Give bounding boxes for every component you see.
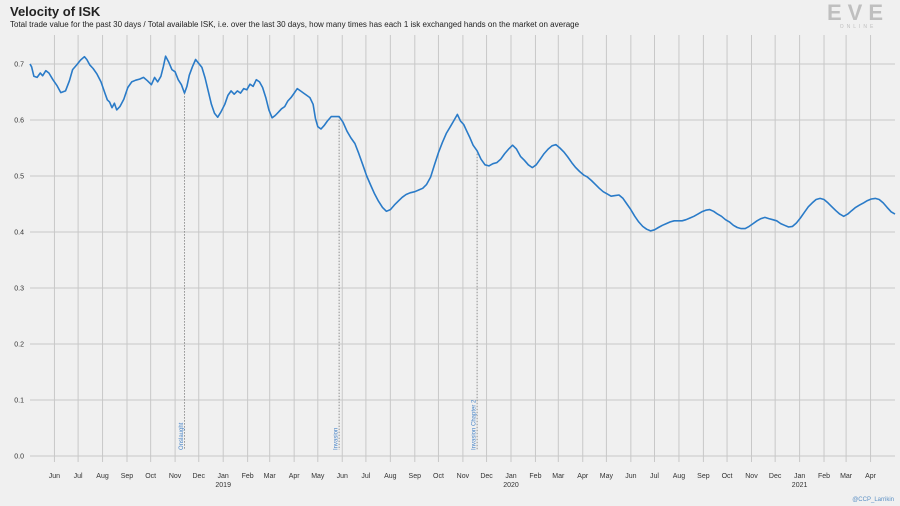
x-tick-label: Jul bbox=[650, 473, 659, 480]
x-tick-year-label: 2021 bbox=[792, 482, 808, 489]
x-tick-label: Sep bbox=[697, 473, 710, 480]
x-tick-label: Jul bbox=[361, 473, 370, 480]
x-tick-label: Jan bbox=[505, 473, 516, 480]
x-tick-label: Apr bbox=[865, 473, 877, 480]
x-tick-label: Jul bbox=[74, 473, 83, 480]
x-tick-label: Nov bbox=[169, 473, 182, 480]
x-tick-label: Feb bbox=[242, 473, 254, 480]
x-tick-label: Dec bbox=[193, 473, 206, 480]
author-credit: @CCP_Larrikin bbox=[852, 497, 894, 503]
y-tick-label: 0.6 bbox=[14, 118, 24, 125]
logo-main-text: EVE bbox=[826, 0, 890, 25]
y-tick-label: 0.0 bbox=[14, 454, 24, 461]
x-tick-label: Oct bbox=[433, 473, 444, 480]
x-tick-label: Jun bbox=[337, 473, 348, 480]
y-axis: 0.0 0.1 0.2 0.3 0.4 0.5 0.6 0.7 bbox=[14, 62, 24, 461]
x-tick-year-label: 2019 bbox=[215, 482, 231, 489]
y-tick-label: 0.2 bbox=[14, 342, 24, 349]
x-tick-label: Dec bbox=[769, 473, 782, 480]
y-tick-label: 0.1 bbox=[14, 398, 24, 405]
y-tick-label: 0.4 bbox=[14, 230, 24, 237]
x-tick-label: Jun bbox=[625, 473, 636, 480]
x-tick-label: Mar bbox=[552, 473, 565, 480]
x-axis: Jun Jul Aug Sep Oct Nov Dec Jan 2019 Feb Mar Apr May… bbox=[49, 473, 877, 489]
x-tick-label: Aug bbox=[673, 473, 686, 480]
series-line-velocity bbox=[29, 55, 896, 232]
annotations: Onslaught Invasion Invasion Chapter 2 bbox=[179, 93, 478, 450]
x-tick-label: Nov bbox=[745, 473, 758, 480]
x-tick-label: Oct bbox=[145, 473, 156, 480]
y-tick-label: 0.5 bbox=[14, 174, 24, 181]
annotation-label: Onslaught bbox=[179, 422, 185, 450]
x-tick-label: Dec bbox=[480, 473, 493, 480]
x-tick-label: Apr bbox=[289, 473, 301, 480]
y-tick-label: 0.7 bbox=[14, 62, 24, 69]
x-tick-label: Jun bbox=[49, 473, 60, 480]
annotation-label: Invasion Chapter 2 bbox=[472, 399, 478, 450]
annotation-label: Invasion bbox=[334, 428, 340, 450]
x-tick-label: Aug bbox=[384, 473, 397, 480]
x-tick-label: Feb bbox=[818, 473, 830, 480]
x-tick-label: Feb bbox=[529, 473, 541, 480]
x-tick-label: Mar bbox=[264, 473, 277, 480]
x-tick-label: Mar bbox=[840, 473, 853, 480]
x-tick-label: Sep bbox=[409, 473, 422, 480]
x-tick-label: Jan bbox=[218, 473, 229, 480]
eve-online-logo: EVE ONLINE bbox=[826, 0, 890, 31]
y-tick-label: 0.3 bbox=[14, 286, 24, 293]
x-tick-label: Oct bbox=[722, 473, 733, 480]
x-tick-label: May bbox=[600, 473, 614, 480]
x-tick-label: Nov bbox=[457, 473, 470, 480]
series-layer bbox=[29, 55, 896, 232]
x-tick-label: May bbox=[311, 473, 325, 480]
x-tick-label: Sep bbox=[121, 473, 134, 480]
x-tick-label: Jan bbox=[794, 473, 805, 480]
x-tick-year-label: 2020 bbox=[503, 482, 519, 489]
x-tick-label: Aug bbox=[96, 473, 109, 480]
chart-subtitle: Total trade value for the past 30 days /… bbox=[10, 20, 580, 29]
gridlines bbox=[30, 35, 895, 462]
chart-title: Velocity of ISK bbox=[10, 4, 101, 19]
x-tick-label: Apr bbox=[577, 473, 589, 480]
logo-sub-text: ONLINE bbox=[839, 24, 877, 30]
